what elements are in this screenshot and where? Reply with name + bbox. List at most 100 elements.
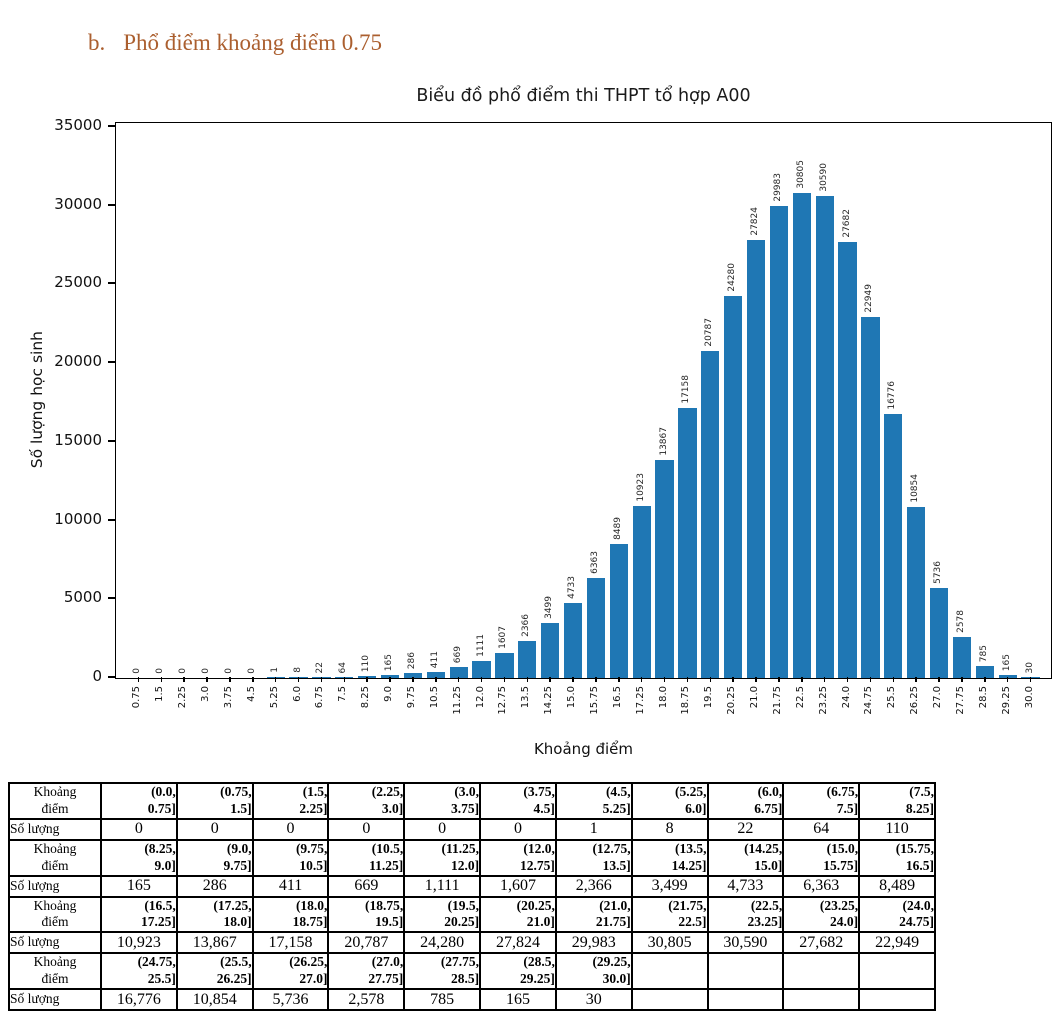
bar-value-label: 0 bbox=[132, 668, 143, 674]
x-tick bbox=[503, 677, 506, 682]
count-cell: 785 bbox=[403, 988, 482, 1011]
bar-value-label: 10923 bbox=[635, 473, 646, 502]
bar-value-label: 3499 bbox=[544, 596, 555, 619]
bar-value-label: 4733 bbox=[567, 576, 578, 599]
bar-value-label: 1111 bbox=[475, 634, 486, 657]
count-cell: 165 bbox=[479, 988, 557, 1011]
bar-value-label: 1607 bbox=[498, 626, 509, 649]
bar bbox=[792, 193, 811, 678]
x-tick bbox=[457, 677, 460, 682]
interval-cell: (0.75, 1.5] bbox=[175, 782, 254, 820]
table-row-count: Số lượng 0 0 0 0 0 0 1 8 22 64 110 bbox=[8, 817, 936, 841]
x-tick-label: 29.25 bbox=[1000, 686, 1012, 715]
x-tick bbox=[206, 677, 208, 682]
bar bbox=[746, 240, 766, 678]
interval-cell: (5.25, 6.0] bbox=[630, 782, 709, 820]
x-tick-label: 12.75 bbox=[497, 686, 509, 715]
count-cell: 17,158 bbox=[251, 931, 330, 955]
x-tick-label: 24.75 bbox=[863, 686, 875, 715]
count-cell: 30,590 bbox=[706, 931, 785, 955]
count-cell: 110 bbox=[858, 817, 936, 841]
bar bbox=[380, 675, 400, 678]
x-tick bbox=[846, 677, 849, 682]
bar-value-label: 27682 bbox=[841, 209, 852, 238]
count-cell: 29,983 bbox=[554, 931, 633, 955]
x-tick bbox=[823, 677, 826, 682]
interval-cell: (0.0, 0.75] bbox=[100, 782, 178, 820]
count-cell: 30 bbox=[554, 988, 633, 1011]
bar-value-label: 22949 bbox=[864, 284, 875, 313]
bar bbox=[838, 242, 857, 678]
y-tick bbox=[107, 676, 115, 678]
interval-cell: (16.5, 17.25] bbox=[100, 895, 178, 934]
bar bbox=[426, 672, 445, 678]
count-cell: 0 bbox=[175, 817, 254, 841]
interval-cell: (15.75, 16.5] bbox=[858, 838, 936, 877]
x-tick bbox=[915, 677, 917, 682]
section-heading: b. Phổ điểm khoảng điểm 0.75 bbox=[88, 30, 382, 56]
x-tick-label: 20.25 bbox=[726, 686, 738, 715]
x-tick-label: 8.25 bbox=[360, 686, 372, 709]
interval-cell bbox=[858, 952, 936, 990]
x-tick-label: 3.0 bbox=[200, 686, 212, 702]
interval-cell: (27.75, 28.5] bbox=[403, 952, 482, 990]
row-header-interval: Khoảng điểm bbox=[8, 952, 102, 990]
count-cell bbox=[706, 988, 785, 1011]
x-tick-label: 22.5 bbox=[794, 686, 806, 709]
x-tick bbox=[320, 677, 323, 682]
x-tick bbox=[755, 677, 757, 682]
x-tick bbox=[663, 677, 666, 682]
x-tick-label: 21.0 bbox=[749, 686, 761, 709]
bar-value-label: 0 bbox=[178, 668, 189, 674]
x-tick bbox=[526, 677, 529, 682]
bar bbox=[495, 653, 514, 678]
count-cell: 286 bbox=[175, 874, 254, 898]
interval-cell: (19.5, 20.25] bbox=[403, 895, 482, 934]
bar bbox=[541, 623, 560, 678]
x-tick bbox=[801, 677, 803, 682]
bar-value-label: 20787 bbox=[704, 318, 715, 347]
interval-cell: (18.0, 18.75] bbox=[251, 895, 330, 934]
interval-cell: (20.25, 21.0] bbox=[479, 895, 557, 934]
x-tick bbox=[297, 677, 300, 682]
row-header-count: Số lượng bbox=[8, 931, 102, 955]
table-row-count: Số lượng 16,776 10,854 5,736 2,578 785 165 30 bbox=[8, 988, 936, 1011]
bar-value-label: 10854 bbox=[910, 474, 921, 503]
y-tick bbox=[107, 361, 115, 363]
count-cell: 411 bbox=[251, 874, 330, 898]
interval-cell: (8.25, 9.0] bbox=[100, 838, 178, 877]
bar-value-label: 1 bbox=[269, 667, 280, 673]
interval-cell: (28.5, 29.25] bbox=[479, 952, 557, 990]
x-tick bbox=[778, 677, 780, 682]
x-tick-label: 0.75 bbox=[131, 686, 143, 709]
interval-cell: (6.0, 6.75] bbox=[706, 782, 785, 820]
count-cell: 22 bbox=[706, 817, 785, 841]
x-axis-label: Khoảng điểm bbox=[533, 740, 634, 758]
y-tick-label: 25000 bbox=[54, 273, 102, 291]
x-tick-label: 2.25 bbox=[177, 686, 189, 709]
table-row-count: Số lượng 165 286 411 669 1,111 1,607 2,366 3,499… bbox=[8, 874, 936, 898]
bar-value-label: 30 bbox=[1024, 661, 1035, 673]
x-tick-label: 9.0 bbox=[383, 686, 395, 702]
x-tick-label: 27.75 bbox=[954, 686, 966, 715]
bar bbox=[586, 578, 606, 678]
x-tick-label: 24.0 bbox=[840, 686, 852, 709]
count-cell: 3,499 bbox=[630, 874, 709, 898]
bar-value-label: 8489 bbox=[612, 517, 623, 540]
bar-value-label: 2366 bbox=[521, 614, 532, 637]
y-tick-label: 35000 bbox=[54, 116, 102, 134]
bar bbox=[952, 637, 972, 678]
bar bbox=[998, 675, 1017, 678]
bar bbox=[403, 673, 423, 678]
table-row-interval: Khoảng điểm (24.75, 25.5] (25.5, 26.25] (26.25… bbox=[8, 952, 936, 990]
count-cell: 6,363 bbox=[782, 874, 861, 898]
x-tick bbox=[137, 677, 140, 682]
interval-cell: (9.75, 10.5] bbox=[251, 838, 330, 877]
count-cell: 0 bbox=[327, 817, 406, 841]
table-row-interval: Khoảng điểm (16.5, 17.25] (17.25, 18.0] (18.0,… bbox=[8, 895, 936, 934]
x-tick-label: 19.5 bbox=[703, 686, 715, 709]
bar-value-label: 64 bbox=[338, 661, 349, 673]
count-cell: 1,111 bbox=[403, 874, 482, 898]
interval-cell: (25.5, 26.25] bbox=[175, 952, 254, 990]
interval-cell: (22.5, 23.25] bbox=[706, 895, 785, 934]
